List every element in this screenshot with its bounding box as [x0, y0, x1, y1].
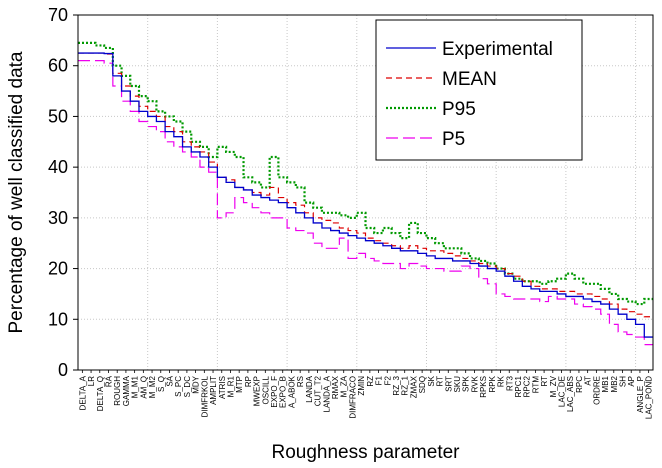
x-tick-label: EXPO_B	[279, 376, 288, 408]
x-tick-label: LAC_POND	[645, 376, 654, 419]
x-tick-label: MTP	[235, 376, 244, 393]
x-tick-label: DELTA_A	[78, 375, 87, 410]
x-tick-label: F2	[383, 375, 392, 385]
y-tick-label: 40	[48, 157, 68, 177]
x-tick-label: A_ABOK	[287, 375, 296, 408]
x-tick-label: DIMFRACO	[348, 376, 357, 419]
x-tick-label: RT	[540, 376, 549, 387]
x-tick-label: DIMFRKOL	[200, 375, 209, 417]
x-tick-label: F1	[375, 375, 384, 385]
y-axis-label: Percentage of well classified data	[6, 51, 27, 333]
x-axis-label: Roughness parameter	[272, 442, 461, 463]
y-tick-label: 30	[48, 208, 68, 228]
x-tick-label: MB2	[610, 375, 619, 392]
x-tick-label: LAC_ABS	[566, 376, 575, 412]
x-tick-label: SDQ	[418, 376, 427, 393]
y-tick-label: 60	[48, 56, 68, 76]
grid	[78, 15, 653, 370]
x-tick-label: M_ZA	[340, 375, 349, 397]
x-tick-label: SRT	[444, 376, 453, 392]
series-line-p95	[78, 41, 653, 306]
x-tick-label: RT	[436, 376, 445, 387]
legend-label: Experimental	[442, 39, 553, 60]
x-tick-label: RPC2	[523, 375, 532, 397]
x-tick-label: ROUGH	[113, 376, 122, 406]
x-tick-label: LANDA_A	[322, 375, 331, 412]
x-tick-label: M_M1	[131, 375, 140, 398]
x-tick-label: ZMIN	[357, 376, 366, 396]
x-tick-label: SK	[427, 375, 436, 386]
x-tick-label: S_Q	[157, 376, 166, 392]
x-tick-label: LANDA	[305, 375, 314, 402]
series-line-p5	[78, 60, 653, 346]
x-tick-label: OSCILL	[261, 375, 270, 404]
legend-label: MEAN	[442, 69, 497, 90]
series-line-mean	[78, 52, 653, 318]
y-tick-label: 10	[48, 309, 68, 329]
x-tick-label: ORDRE	[592, 376, 601, 405]
x-tick-label: RPK	[488, 375, 497, 392]
x-tick-label: EXPO_F	[270, 376, 279, 408]
x-tick-label: LAC_DE	[558, 376, 567, 407]
y-tick-label: 0	[58, 360, 68, 380]
x-tick-label: RZ_3	[392, 375, 401, 395]
x-tick-label: LR	[87, 376, 96, 386]
x-tick-label: RPC	[575, 376, 584, 393]
y-tick-label: 50	[48, 106, 68, 126]
x-tick-label: SH	[619, 376, 628, 387]
x-tick-label: SA	[165, 375, 174, 386]
x-tick-label: AT	[584, 376, 593, 386]
x-axis-ticks: DELTA_A LR DELTA_Q RA ROUGH GAMMA M_M1 AM_Q M_M2…	[78, 370, 654, 419]
series-line-experimental	[78, 52, 653, 338]
x-tick-label: AMPLIT	[209, 376, 218, 405]
legend-label: P95	[442, 99, 476, 120]
x-tick-label: RPC1	[514, 375, 523, 397]
x-tick-label: RMAX	[331, 375, 340, 399]
x-tick-label: RZ_1	[401, 375, 410, 395]
legend-box	[375, 19, 583, 161]
x-tick-label: ANGLE_P	[636, 376, 645, 413]
x-tick-label: RP	[244, 376, 253, 387]
x-tick-label: RZ	[366, 376, 375, 387]
legend-label: P5	[442, 129, 465, 150]
x-tick-label: M_ZV	[549, 375, 558, 397]
plot-frame	[77, 14, 654, 371]
x-tick-label: DELTA_Q	[96, 376, 105, 411]
x-tick-label: M_M2	[148, 375, 157, 398]
x-tick-label: CUT_T2	[314, 375, 323, 406]
y-axis-ticks: 0 10 20 30 40 50 60 70	[48, 5, 78, 380]
x-tick-label: RS	[296, 376, 305, 387]
x-tick-label: RA	[104, 375, 113, 387]
x-tick-label: S_DC	[183, 376, 192, 398]
series-layer	[78, 41, 653, 346]
y-tick-label: 70	[48, 5, 68, 25]
x-tick-label: SKU	[453, 376, 462, 393]
x-tick-label: ATRIS	[218, 376, 227, 399]
x-tick-label: MB1	[601, 375, 610, 392]
x-tick-label: RVK	[470, 375, 479, 392]
x-tick-label: AM_Q	[139, 376, 148, 399]
x-tick-label: RK	[497, 375, 506, 387]
x-tick-label: MWEXP	[253, 376, 262, 406]
x-tick-label: RT3	[505, 375, 514, 391]
x-tick-label: S_PC	[174, 376, 183, 397]
x-tick-label: AP	[627, 376, 636, 387]
x-tick-label: MDY	[192, 375, 201, 393]
legend: Experimental MEAN P95 P5	[375, 19, 583, 161]
y-tick-label: 20	[48, 259, 68, 279]
x-tick-label: GAMMA	[122, 375, 131, 406]
x-tick-label: RTM	[531, 376, 540, 394]
x-tick-label: M_R1	[226, 375, 235, 397]
x-tick-label: RPKS	[479, 376, 488, 398]
x-tick-label: ZMAX	[409, 375, 418, 398]
x-tick-label: SPK	[462, 375, 471, 392]
